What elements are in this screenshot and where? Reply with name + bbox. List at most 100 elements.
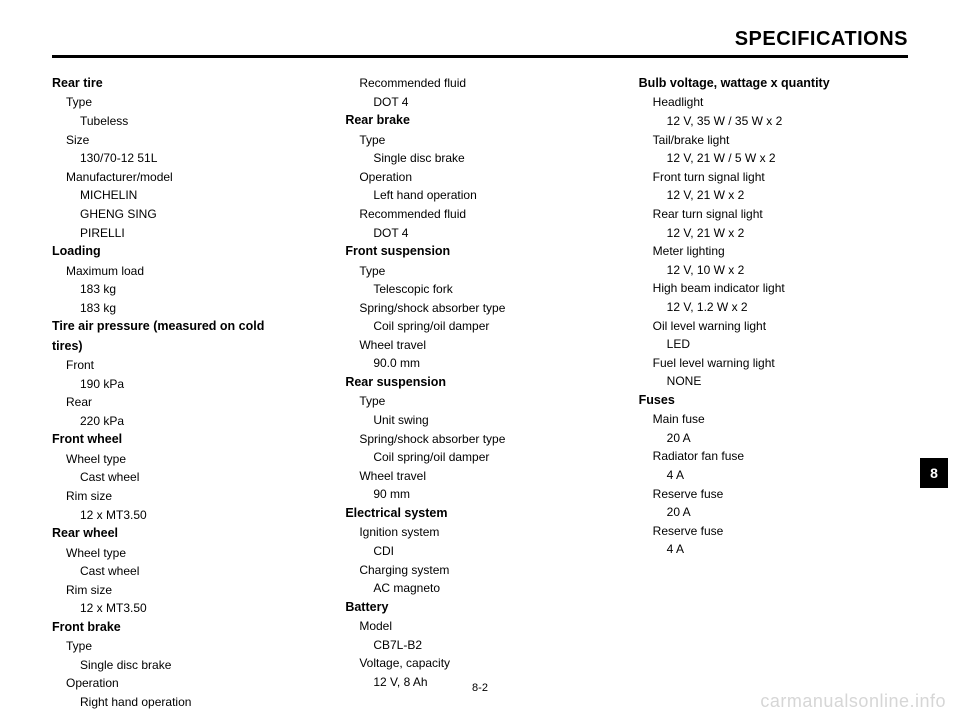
bulbs-title: Bulb voltage, wattage x quantity (639, 74, 908, 93)
rear-tire-type-label: Type (52, 93, 321, 112)
bulbs-rturn-label: Rear turn signal light (639, 205, 908, 224)
battery-model-value: CB7L-B2 (345, 636, 614, 655)
rear-susp-type-value: Unit swing (345, 411, 614, 430)
rear-brake-type-label: Type (345, 131, 614, 150)
front-brake-title: Front brake (52, 618, 321, 637)
front-wheel-type-value: Cast wheel (52, 468, 321, 487)
loading-max1: 183 kg (52, 280, 321, 299)
front-susp-travel-value: 90.0 mm (345, 354, 614, 373)
front-wheel-type-label: Wheel type (52, 450, 321, 469)
front-brake-type-value: Single disc brake (52, 656, 321, 675)
front-brake-fluid-label: Recommended fluid (345, 74, 614, 93)
bulbs-fturn-label: Front turn signal light (639, 168, 908, 187)
front-susp-travel-label: Wheel travel (345, 336, 614, 355)
rear-tire-mfr2: GHENG SING (52, 205, 321, 224)
fuses-main-label: Main fuse (639, 410, 908, 429)
front-wheel-rim-value: 12 x MT3.50 (52, 506, 321, 525)
rear-wheel-type-label: Wheel type (52, 544, 321, 563)
rear-tire-mfr1: MICHELIN (52, 186, 321, 205)
rear-susp-spring-label: Spring/shock absorber type (345, 430, 614, 449)
front-susp-type-value: Telescopic fork (345, 280, 614, 299)
loading-max-label: Maximum load (52, 262, 321, 281)
fuses-res2-label: Reserve fuse (639, 522, 908, 541)
battery-model-label: Model (345, 617, 614, 636)
column-2: Recommended fluid DOT 4 Rear brake Type … (345, 74, 614, 712)
bulbs-fuel-label: Fuel level warning light (639, 354, 908, 373)
front-susp-type-label: Type (345, 262, 614, 281)
bulbs-meter-label: Meter lighting (639, 242, 908, 261)
tire-pressure-title1: Tire air pressure (measured on cold (52, 317, 321, 336)
bulbs-tail-value: 12 V, 21 W / 5 W x 2 (639, 149, 908, 168)
front-susp-spring-value: Coil spring/oil damper (345, 317, 614, 336)
rear-wheel-type-value: Cast wheel (52, 562, 321, 581)
column-1: Rear tire Type Tubeless Size 130/70-12 5… (52, 74, 321, 712)
rear-brake-op-label: Operation (345, 168, 614, 187)
section-tab: 8 (920, 458, 948, 488)
rear-tire-size-label: Size (52, 131, 321, 150)
rear-tire-type-value: Tubeless (52, 112, 321, 131)
rear-brake-fluid-value: DOT 4 (345, 224, 614, 243)
electrical-ign-value: CDI (345, 542, 614, 561)
rear-wheel-rim-label: Rim size (52, 581, 321, 600)
rear-tire-mfr3: PIRELLI (52, 224, 321, 243)
fuses-main-value: 20 A (639, 429, 908, 448)
front-susp-title: Front suspension (345, 242, 614, 261)
bulbs-headlight-label: Headlight (639, 93, 908, 112)
rear-wheel-rim-value: 12 x MT3.50 (52, 599, 321, 618)
watermark: carmanualsonline.info (760, 691, 946, 712)
loading-max2: 183 kg (52, 299, 321, 318)
tire-pressure-title2: tires) (52, 337, 321, 356)
battery-title: Battery (345, 598, 614, 617)
rear-susp-type-label: Type (345, 392, 614, 411)
fuses-title: Fuses (639, 391, 908, 410)
fuses-res2-value: 4 A (639, 540, 908, 559)
front-susp-spring-label: Spring/shock absorber type (345, 299, 614, 318)
rear-susp-title: Rear suspension (345, 373, 614, 392)
front-wheel-title: Front wheel (52, 430, 321, 449)
column-3: Bulb voltage, wattage x quantity Headlig… (639, 74, 908, 712)
rear-tire-mfr-label: Manufacturer/model (52, 168, 321, 187)
rear-tire-title: Rear tire (52, 74, 321, 93)
fuses-rad-value: 4 A (639, 466, 908, 485)
tire-pressure-rear-label: Rear (52, 393, 321, 412)
battery-volt-label: Voltage, capacity (345, 654, 614, 673)
page-header: SPECIFICATIONS (52, 28, 908, 58)
bulbs-oil-label: Oil level warning light (639, 317, 908, 336)
electrical-title: Electrical system (345, 504, 614, 523)
front-brake-fluid-value: DOT 4 (345, 93, 614, 112)
bulbs-headlight-value: 12 V, 35 W / 35 W x 2 (639, 112, 908, 131)
fuses-rad-label: Radiator fan fuse (639, 447, 908, 466)
rear-wheel-title: Rear wheel (52, 524, 321, 543)
rear-tire-size-value: 130/70-12 51L (52, 149, 321, 168)
front-brake-op-value: Right hand operation (52, 693, 321, 712)
bulbs-highbeam-label: High beam indicator light (639, 279, 908, 298)
electrical-chg-value: AC magneto (345, 579, 614, 598)
rear-susp-spring-value: Coil spring/oil damper (345, 448, 614, 467)
front-brake-type-label: Type (52, 637, 321, 656)
fuses-res1-value: 20 A (639, 503, 908, 522)
bulbs-tail-label: Tail/brake light (639, 131, 908, 150)
tire-pressure-rear-value: 220 kPa (52, 412, 321, 431)
bulbs-meter-value: 12 V, 10 W x 2 (639, 261, 908, 280)
tire-pressure-front-label: Front (52, 356, 321, 375)
rear-brake-title: Rear brake (345, 111, 614, 130)
rear-brake-type-value: Single disc brake (345, 149, 614, 168)
rear-brake-fluid-label: Recommended fluid (345, 205, 614, 224)
manual-page: SPECIFICATIONS Rear tire Type Tubeless S… (0, 0, 960, 718)
rear-brake-op-value: Left hand operation (345, 186, 614, 205)
electrical-ign-label: Ignition system (345, 523, 614, 542)
bulbs-rturn-value: 12 V, 21 W x 2 (639, 224, 908, 243)
content-columns: Rear tire Type Tubeless Size 130/70-12 5… (52, 74, 908, 712)
bulbs-fturn-value: 12 V, 21 W x 2 (639, 186, 908, 205)
fuses-res1-label: Reserve fuse (639, 485, 908, 504)
bulbs-highbeam-value: 12 V, 1.2 W x 2 (639, 298, 908, 317)
rear-susp-travel-value: 90 mm (345, 485, 614, 504)
tire-pressure-front-value: 190 kPa (52, 375, 321, 394)
rear-susp-travel-label: Wheel travel (345, 467, 614, 486)
bulbs-fuel-value: NONE (639, 372, 908, 391)
bulbs-oil-value: LED (639, 335, 908, 354)
loading-title: Loading (52, 242, 321, 261)
page-title: SPECIFICATIONS (52, 28, 908, 51)
front-wheel-rim-label: Rim size (52, 487, 321, 506)
electrical-chg-label: Charging system (345, 561, 614, 580)
